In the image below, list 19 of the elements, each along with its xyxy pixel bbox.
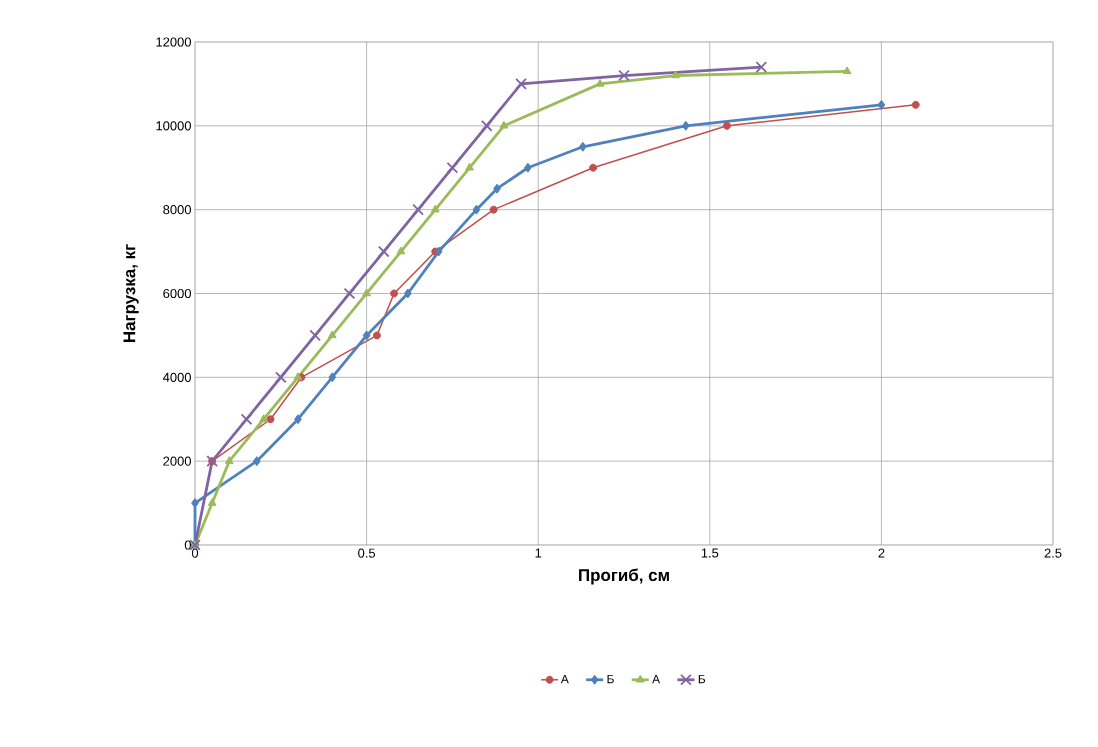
x-tick-label: 1 [535, 548, 542, 558]
y-tick-label: 0 [184, 540, 191, 550]
x-axis-title: Прогиб, см [579, 568, 669, 585]
legend-label: Б [607, 674, 614, 684]
y-tick-label: 10000 [156, 121, 191, 131]
y-tick-label: 12000 [156, 37, 191, 47]
legend-label: А [560, 674, 569, 684]
y-tick-label: 2000 [163, 456, 191, 466]
x-tick-label: 0.5 [358, 548, 376, 558]
legend-label: Б [698, 674, 706, 684]
y-tick-label: 6000 [163, 288, 191, 299]
y-tick-label: 4000 [162, 372, 191, 382]
x-tick-label: 1.5 [701, 548, 719, 558]
y-axis-title: Нагрузка, кг [123, 244, 139, 342]
x-tick-label: 2.5 [1044, 548, 1062, 558]
x-tick-label: 0 [191, 548, 199, 558]
y-tick-label: 8000 [163, 205, 191, 215]
x-tick-label: 2 [878, 548, 885, 558]
legend-label: А [652, 674, 661, 684]
